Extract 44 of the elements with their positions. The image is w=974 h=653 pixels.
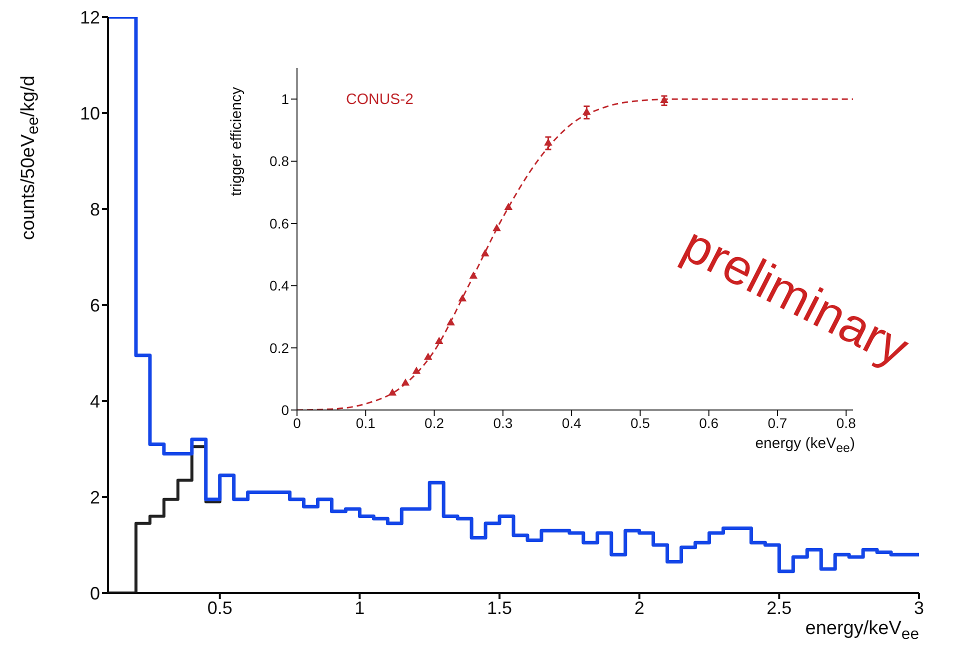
point: [401, 378, 410, 386]
y-tick-label: 0: [90, 583, 100, 604]
point: [434, 336, 444, 344]
y-tick-label: 2: [90, 487, 100, 508]
x-tick-label: 0.1: [356, 414, 376, 431]
y-tick-label: 0.8: [270, 153, 290, 170]
x-tick-label: 0.4: [562, 414, 582, 431]
point: [412, 366, 421, 374]
point: [424, 352, 432, 360]
x-tick-label: 1: [354, 598, 365, 618]
x-tick-label: 2.5: [766, 598, 792, 618]
x-tick-label: 0.8: [836, 414, 856, 431]
y-tick-label: 0: [281, 402, 290, 418]
point: [458, 294, 467, 302]
x-tick-label: 0.5: [207, 598, 232, 618]
x-axis-title: energy/keV$_{ee}$: [805, 618, 919, 644]
x-tick-label: 3: [914, 598, 924, 618]
annotation: CONUS-2: [346, 91, 414, 108]
point: [492, 224, 501, 232]
y-tick-label: 1: [281, 91, 290, 108]
point: [446, 318, 455, 326]
x-tick-label: 0.6: [699, 414, 719, 431]
x-tick-label: 2: [634, 598, 644, 618]
y-tick-label: 12: [80, 7, 100, 28]
y-tick-label: 0.6: [270, 215, 290, 232]
y-tick-label: 4: [90, 391, 100, 412]
x-tick-label: 0.5: [630, 414, 650, 431]
x-tick-label: 1.5: [487, 598, 512, 618]
point: [480, 249, 490, 256]
x-axis-title: energy (keV$_{ee}$): [755, 435, 855, 455]
y-tick-label: 10: [80, 103, 100, 124]
point: [504, 202, 513, 210]
y-axis-title: trigger efficiency: [228, 86, 245, 198]
y-tick-label: 0.2: [270, 340, 290, 356]
point: [582, 108, 591, 115]
y-tick-label: 6: [90, 295, 100, 316]
point: [388, 388, 397, 396]
y-tick-label: 8: [90, 199, 100, 220]
x-tick-label: 0.7: [768, 414, 788, 431]
x-tick-label: 0.3: [493, 414, 513, 431]
x-tick-label: 0: [293, 414, 302, 431]
y-tick-label: 0.4: [270, 278, 290, 294]
point: [469, 272, 478, 279]
x-tick-label: 0.2: [424, 414, 444, 431]
